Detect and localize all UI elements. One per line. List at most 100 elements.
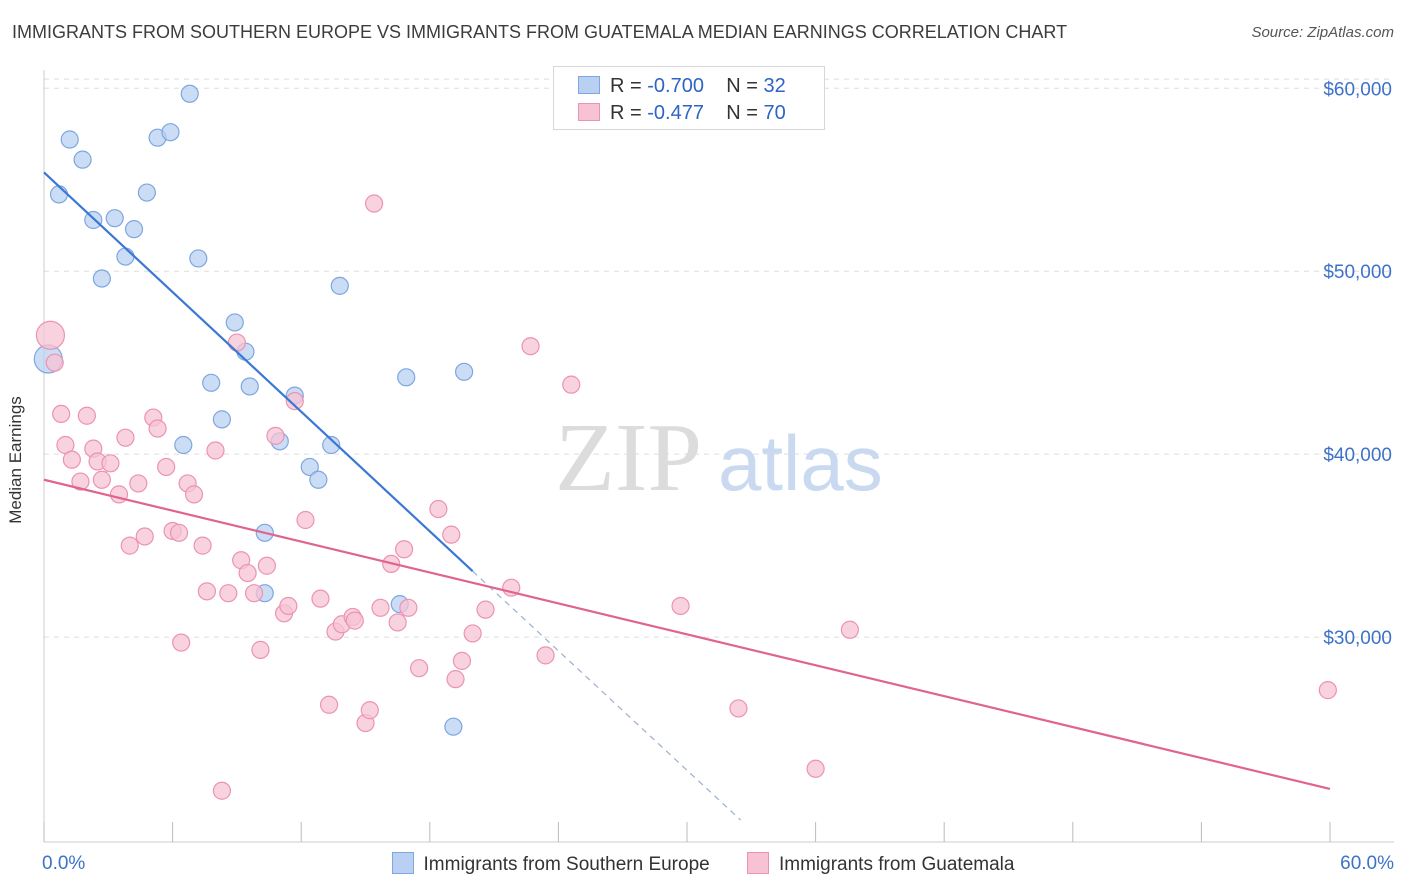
point-guatemala bbox=[729, 699, 748, 718]
n-value-1: 32 bbox=[763, 75, 786, 97]
point-southern-europe bbox=[49, 185, 69, 204]
y-tick-label: $30,000 bbox=[1323, 628, 1392, 649]
point-guatemala bbox=[45, 353, 64, 372]
point-southern-europe bbox=[174, 435, 193, 455]
point-guatemala bbox=[35, 320, 66, 350]
point-guatemala bbox=[77, 406, 96, 425]
point-guatemala bbox=[806, 759, 825, 778]
legend-swatch-guatemala bbox=[747, 852, 769, 874]
point-guatemala bbox=[184, 485, 204, 504]
point-guatemala bbox=[452, 651, 472, 670]
point-southern-europe bbox=[189, 249, 208, 268]
y-tick-label: $60,000 bbox=[1323, 79, 1392, 100]
point-guatemala bbox=[219, 584, 238, 603]
legend-item-southern-europe[interactable]: Immigrants from Southern Europe bbox=[391, 852, 710, 876]
point-guatemala bbox=[212, 781, 231, 800]
x-tick-label-max: 60.0% bbox=[1340, 853, 1394, 874]
trend-extension-southern-europe bbox=[472, 570, 741, 821]
point-guatemala bbox=[285, 391, 304, 411]
point-guatemala bbox=[244, 584, 264, 603]
point-southern-europe bbox=[454, 362, 474, 381]
correlation-row-1: R = -0.700 N = 32 bbox=[578, 75, 786, 98]
point-guatemala bbox=[446, 670, 465, 689]
point-southern-europe bbox=[116, 247, 135, 266]
point-guatemala bbox=[319, 695, 339, 714]
point-guatemala bbox=[371, 598, 390, 617]
point-guatemala bbox=[238, 563, 257, 583]
point-southern-europe bbox=[300, 457, 319, 477]
point-guatemala bbox=[442, 525, 461, 544]
r-value-2: -0.477 bbox=[647, 102, 704, 124]
point-southern-europe bbox=[444, 717, 463, 736]
point-southern-europe bbox=[60, 130, 79, 149]
point-guatemala bbox=[193, 536, 212, 555]
point-guatemala bbox=[394, 540, 414, 559]
point-guatemala bbox=[71, 472, 90, 491]
point-guatemala bbox=[536, 646, 555, 665]
source-label: Source: ZipAtlas.com bbox=[1251, 24, 1394, 41]
point-guatemala bbox=[116, 428, 135, 447]
point-guatemala bbox=[157, 457, 176, 477]
point-guatemala bbox=[227, 333, 246, 352]
point-guatemala bbox=[279, 596, 298, 616]
point-guatemala bbox=[197, 582, 216, 601]
n-value-2: 70 bbox=[763, 102, 786, 124]
point-guatemala bbox=[129, 474, 148, 493]
point-guatemala bbox=[172, 633, 191, 652]
point-guatemala bbox=[521, 337, 540, 356]
chart-title: IMMIGRANTS FROM SOUTHERN EUROPE VS IMMIG… bbox=[12, 22, 1068, 42]
watermark-atlas: atlas bbox=[718, 419, 883, 507]
point-guatemala bbox=[562, 375, 581, 394]
point-guatemala bbox=[120, 536, 139, 555]
data-points bbox=[33, 84, 1337, 800]
point-guatemala bbox=[296, 510, 315, 530]
correlation-legend: R = -0.700 N = 32 R = -0.477 N = 70 bbox=[553, 66, 825, 130]
series2-swatch bbox=[578, 103, 600, 121]
point-guatemala bbox=[840, 620, 859, 639]
point-guatemala bbox=[206, 441, 225, 460]
point-guatemala bbox=[476, 600, 495, 619]
correlation-row-2: R = -0.477 N = 70 bbox=[578, 102, 786, 125]
n-label-1: N = bbox=[726, 75, 758, 97]
point-guatemala bbox=[364, 194, 384, 213]
point-guatemala bbox=[671, 596, 690, 616]
y-axis-label: Median Earnings bbox=[6, 396, 25, 524]
r-label-1: R = bbox=[610, 75, 642, 97]
point-guatemala bbox=[311, 589, 330, 608]
x-tick-label-min: 0.0% bbox=[42, 853, 85, 874]
r-label-2: R = bbox=[610, 102, 642, 124]
y-tick-label: $40,000 bbox=[1323, 445, 1392, 466]
point-guatemala bbox=[266, 426, 285, 445]
point-guatemala bbox=[169, 523, 189, 542]
r-value-1: -0.700 bbox=[647, 75, 704, 97]
point-southern-europe bbox=[161, 123, 180, 142]
point-southern-europe bbox=[397, 368, 416, 387]
point-guatemala bbox=[399, 598, 418, 617]
point-guatemala bbox=[388, 613, 407, 632]
tick-labels: $30,000 $40,000 $50,000 $60,000 0.0% 60.0% bbox=[42, 79, 1394, 874]
legend-item-guatemala[interactable]: Immigrants from Guatemala bbox=[747, 852, 1014, 876]
point-southern-europe bbox=[212, 410, 231, 429]
point-guatemala bbox=[463, 624, 482, 643]
trend-line-southern-europe bbox=[43, 171, 474, 573]
point-southern-europe bbox=[180, 84, 199, 103]
series-legend: Immigrants from Southern Europe Immigran… bbox=[0, 852, 1406, 876]
point-guatemala bbox=[257, 556, 277, 575]
axes bbox=[43, 70, 1394, 843]
point-southern-europe bbox=[240, 377, 259, 396]
series1-swatch bbox=[578, 76, 600, 94]
point-guatemala bbox=[360, 701, 379, 720]
legend-swatch-southern-europe bbox=[391, 852, 414, 874]
watermark: ZIP atlas bbox=[555, 404, 883, 512]
n-label-2: N = bbox=[726, 102, 758, 124]
point-guatemala bbox=[62, 450, 81, 469]
point-southern-europe bbox=[124, 220, 144, 239]
legend-label-southern-europe: Immigrants from Southern Europe bbox=[423, 854, 710, 875]
y-tick-label: $50,000 bbox=[1323, 262, 1392, 283]
point-southern-europe bbox=[330, 276, 349, 295]
point-southern-europe bbox=[225, 313, 244, 332]
watermark-zip: ZIP bbox=[555, 404, 702, 512]
point-southern-europe bbox=[309, 470, 328, 489]
point-guatemala bbox=[409, 659, 429, 678]
